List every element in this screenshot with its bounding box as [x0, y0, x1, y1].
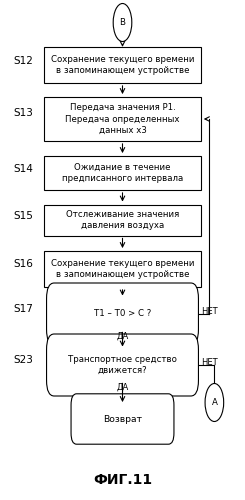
FancyBboxPatch shape	[44, 251, 201, 287]
Circle shape	[205, 384, 224, 422]
FancyBboxPatch shape	[44, 97, 201, 141]
Text: S23: S23	[13, 355, 33, 365]
Text: S16: S16	[13, 259, 33, 269]
FancyBboxPatch shape	[47, 334, 198, 396]
Text: Возврат: Возврат	[103, 414, 142, 424]
Text: S13: S13	[13, 108, 33, 118]
Text: Сохранение текущего времени
в запоминающем устройстве: Сохранение текущего времени в запоминающ…	[51, 55, 194, 75]
Text: S12: S12	[13, 56, 33, 66]
FancyBboxPatch shape	[44, 156, 201, 190]
Text: S15: S15	[13, 211, 33, 221]
Text: А: А	[211, 398, 217, 407]
Text: НЕТ: НЕТ	[201, 307, 218, 316]
Text: Отслеживание значения
давления воздуха: Отслеживание значения давления воздуха	[66, 210, 179, 230]
Text: S14: S14	[13, 164, 33, 174]
Text: НЕТ: НЕТ	[201, 358, 218, 367]
Text: Передача значения Р1.
Передача определенных
данных х3: Передача значения Р1. Передача определен…	[65, 104, 180, 134]
FancyBboxPatch shape	[71, 394, 174, 444]
Text: В: В	[120, 18, 125, 27]
Circle shape	[113, 4, 132, 42]
Text: Ожидание в течение
предписанного интервала: Ожидание в течение предписанного интерва…	[62, 163, 183, 183]
FancyBboxPatch shape	[47, 283, 198, 345]
Text: ДА: ДА	[116, 332, 129, 341]
Text: ФИГ.11: ФИГ.11	[93, 473, 152, 487]
Text: Т1 – Т0 > С ?: Т1 – Т0 > С ?	[94, 310, 151, 318]
Text: ДА: ДА	[116, 383, 129, 392]
Text: Сохранение текущего времени
в запоминающем устройстве: Сохранение текущего времени в запоминающ…	[51, 259, 194, 279]
FancyBboxPatch shape	[44, 204, 201, 236]
Text: S17: S17	[13, 304, 33, 314]
Text: Транспортное средство
движется?: Транспортное средство движется?	[68, 355, 177, 375]
FancyBboxPatch shape	[44, 47, 201, 83]
